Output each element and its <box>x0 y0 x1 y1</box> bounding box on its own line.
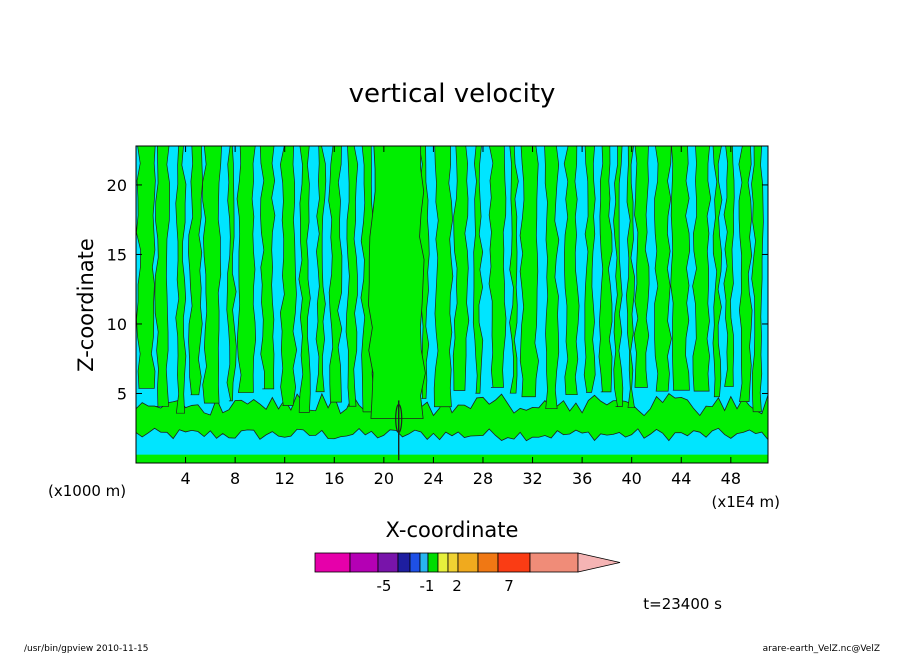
x-tick-label: 8 <box>230 469 240 488</box>
x-tick-label: 28 <box>473 469 493 488</box>
central-updraft <box>368 145 426 419</box>
y-tick-label: 15 <box>107 245 127 264</box>
x-tick-label: 40 <box>622 469 642 488</box>
colorbar-segment <box>419 552 429 573</box>
footer-left: /usr/bin/gpview 2010-11-15 <box>24 644 148 654</box>
colorbar-tick-label: -1 <box>420 577 435 595</box>
x-tick-label: 32 <box>522 469 542 488</box>
colorbar-segment <box>397 552 411 573</box>
plot-frame <box>135 145 769 464</box>
velocity-field <box>135 145 769 463</box>
x-tick-label: 12 <box>275 469 295 488</box>
updraft-column <box>175 145 187 414</box>
colorbar-segment <box>377 552 399 573</box>
y-tick-label: 20 <box>107 176 127 195</box>
x-axis: 4 8 12 16 20 24 28 32 36 40 44 48 <box>180 146 741 488</box>
x-tick-label: 36 <box>572 469 592 488</box>
colorbar-segment <box>349 552 379 573</box>
updraft-column <box>751 145 764 413</box>
y-axis: 5 10 15 20 <box>107 176 768 403</box>
chart-title: vertical velocity <box>349 79 556 109</box>
footer-right: arare-earth_VelZ.nc@VelZ <box>763 644 880 654</box>
plot-area <box>135 145 769 464</box>
x-tick-label: 48 <box>721 469 741 488</box>
colorbar-tick-label: 7 <box>504 577 514 595</box>
colorbar-arrow <box>577 552 621 573</box>
x-unit-left: (x1000 m) <box>48 482 126 500</box>
colorbar-segment <box>529 552 579 573</box>
colorbar-segment <box>457 552 479 573</box>
colorbar-segment <box>427 552 439 573</box>
x-tick-label: 20 <box>374 469 394 488</box>
x-unit-right: (x1E4 m) <box>711 493 780 511</box>
x-tick-label: 44 <box>671 469 691 488</box>
updraft-column <box>236 145 257 393</box>
colorbar-segment <box>409 552 421 573</box>
colorbar-segment <box>447 552 459 573</box>
x-tick-label: 4 <box>180 469 190 488</box>
surface-updraft <box>136 454 768 463</box>
colorbar-tick-label: -5 <box>377 577 392 595</box>
y-tick-label: 10 <box>107 315 127 334</box>
colorbar-tick-label: 2 <box>452 577 462 595</box>
time-label: t=23400 s <box>643 595 722 613</box>
colorbar-segment <box>314 552 351 573</box>
colorbar-tick-labels: -5 -1 2 7 <box>377 577 514 595</box>
colorbar <box>314 552 621 573</box>
y-axis-label: Z-coordinate <box>74 238 98 372</box>
y-tick-label: 5 <box>117 384 127 403</box>
colorbar-segment <box>497 552 531 573</box>
colorbar-segment <box>437 552 449 573</box>
x-axis-label: X-coordinate <box>386 518 519 542</box>
x-tick-label: 24 <box>423 469 443 488</box>
x-tick-label: 16 <box>324 469 344 488</box>
colorbar-segment <box>477 552 499 573</box>
